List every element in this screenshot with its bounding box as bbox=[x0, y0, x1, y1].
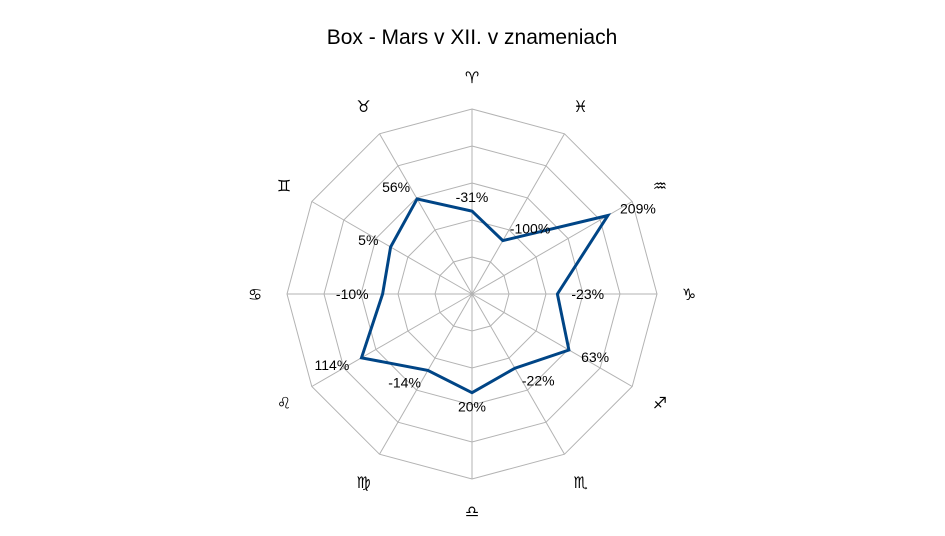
data-label: -10% bbox=[336, 286, 369, 302]
category-label: ♋ bbox=[248, 285, 262, 304]
data-label: 209% bbox=[620, 201, 656, 217]
category-label: ♏ bbox=[573, 473, 587, 492]
data-label: 20% bbox=[458, 399, 486, 415]
data-label: 56% bbox=[382, 179, 410, 195]
data-label: -22% bbox=[522, 372, 555, 388]
category-label: ♎ bbox=[465, 502, 479, 521]
category-label: ♐ bbox=[653, 394, 667, 413]
data-label: -31% bbox=[456, 189, 489, 205]
data-label: -23% bbox=[571, 286, 604, 302]
spoke-4 bbox=[471, 293, 633, 387]
category-label: ♍ bbox=[356, 473, 370, 492]
category-label: ♌ bbox=[277, 394, 291, 413]
data-labels: -31% -100% 209% -23% 63% -22% 20% -14% 114% -10% 5… bbox=[315, 179, 656, 415]
category-labels: ♈ ♓ ♒ ♑ ♐ ♏ ♎ ♍ ♌ ♋ ♊ ♉ bbox=[248, 68, 696, 521]
spoke-5 bbox=[471, 293, 565, 455]
category-label: ♓ bbox=[573, 97, 587, 116]
data-label: -100% bbox=[510, 221, 550, 237]
data-label: 63% bbox=[581, 349, 609, 365]
series-line bbox=[359, 197, 612, 395]
category-label: ♉ bbox=[356, 97, 370, 116]
data-label: -14% bbox=[388, 375, 421, 391]
category-label: ♊ bbox=[277, 177, 291, 196]
category-label: ♑ bbox=[682, 285, 696, 304]
data-label: 114% bbox=[315, 357, 350, 373]
category-label: ♈ bbox=[465, 68, 479, 87]
spoke-7 bbox=[379, 293, 473, 455]
data-label: 5% bbox=[358, 232, 378, 248]
category-label: ♒ bbox=[653, 177, 667, 196]
radar-grid bbox=[286, 108, 658, 480]
spoke-11 bbox=[379, 133, 473, 295]
chart-title: Box - Mars v XII. v znameniach bbox=[327, 26, 618, 49]
spoke-1 bbox=[471, 133, 565, 295]
series-layer bbox=[359, 197, 612, 395]
spoke-8 bbox=[311, 293, 473, 387]
